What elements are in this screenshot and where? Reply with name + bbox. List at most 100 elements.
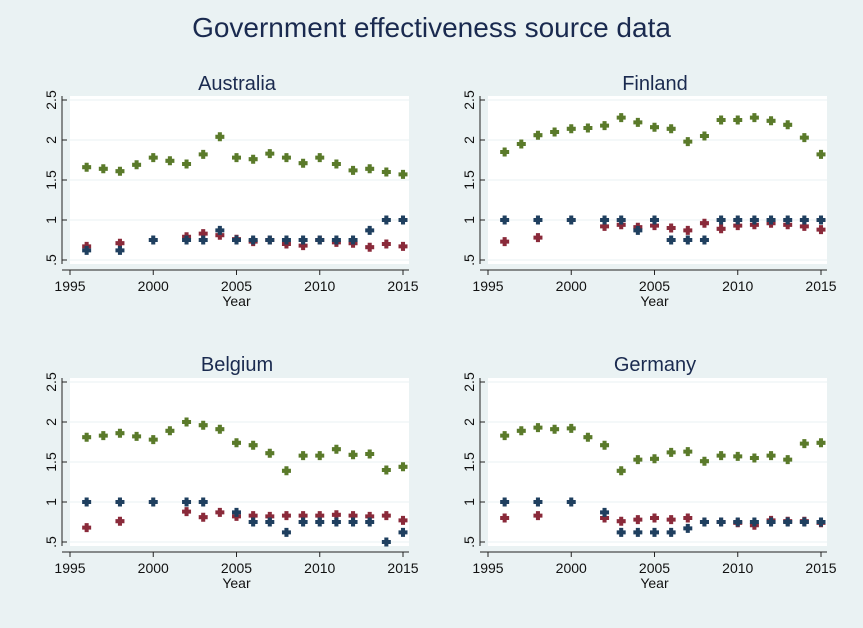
data-point (298, 241, 308, 251)
data-point (98, 164, 108, 174)
data-point (816, 517, 826, 527)
data-point (398, 515, 408, 525)
data-point (566, 215, 576, 225)
data-point (749, 215, 759, 225)
data-point (799, 517, 809, 527)
data-point (616, 466, 626, 476)
data-point (315, 153, 325, 163)
data-point (281, 466, 291, 476)
data-point (82, 432, 92, 442)
data-point (799, 215, 809, 225)
y-tick-label: 2 (461, 136, 477, 144)
data-point (82, 523, 92, 533)
data-point (600, 513, 610, 523)
data-point (182, 507, 192, 517)
data-point (198, 229, 208, 239)
data-point (500, 431, 510, 441)
data-point (381, 239, 391, 249)
data-point (650, 221, 659, 231)
data-point (232, 438, 241, 448)
data-point (82, 245, 92, 255)
data-point (783, 455, 793, 465)
y-tick-label: 1 (43, 216, 59, 224)
data-point (600, 440, 610, 450)
data-point (783, 220, 793, 230)
data-point (666, 235, 676, 245)
data-point (398, 215, 408, 225)
data-point (182, 235, 192, 245)
data-point (600, 215, 610, 225)
data-point (398, 241, 408, 251)
x-tick-label: 2015 (805, 560, 836, 576)
x-tick-label: 2005 (639, 560, 670, 576)
data-point (248, 235, 258, 245)
data-point (666, 124, 676, 134)
data-point (533, 130, 543, 140)
data-point (165, 156, 175, 166)
data-point (733, 115, 743, 125)
panel-germany: Germany .5 1 1.5 2 2.5 1995 2000 2005 2010 2015 Yea… (461, 354, 837, 591)
data-point (232, 507, 241, 517)
data-point (215, 225, 225, 235)
data-point (500, 237, 510, 247)
data-point (198, 420, 208, 430)
x-tick-label: 2000 (138, 278, 169, 294)
y-tick-label: 1 (43, 498, 59, 506)
data-point (783, 120, 793, 130)
data-point (265, 235, 275, 245)
data-point (749, 517, 759, 527)
data-point (616, 215, 626, 225)
x-axis-title: Year (222, 293, 251, 309)
data-point (733, 517, 743, 527)
data-point (749, 220, 759, 230)
data-point (650, 527, 659, 537)
data-point (799, 133, 809, 143)
data-point (683, 523, 693, 533)
x-tick-label: 2015 (805, 278, 836, 294)
x-tick-label: 2000 (138, 560, 169, 576)
data-point (331, 444, 341, 454)
y-tick-label: 1.5 (43, 452, 59, 472)
data-point (348, 165, 358, 175)
data-point (566, 423, 576, 433)
data-point (331, 517, 341, 527)
x-tick-label: 1995 (54, 560, 85, 576)
data-point (281, 511, 291, 521)
data-point (583, 432, 593, 442)
y-tick-label: .5 (43, 254, 59, 266)
data-point (381, 465, 391, 475)
x-tick-label: 2005 (221, 560, 252, 576)
data-point (650, 513, 659, 523)
data-point (600, 507, 610, 517)
data-point (633, 527, 643, 537)
data-point (683, 137, 693, 147)
data-point (550, 424, 560, 434)
x-tick-label: 2010 (304, 278, 335, 294)
data-point (331, 159, 341, 169)
x-tick-label: 2010 (722, 560, 753, 576)
data-point (716, 451, 726, 461)
data-point (516, 139, 526, 149)
data-point (733, 451, 743, 461)
x-tick-label: 1995 (472, 278, 503, 294)
data-point (331, 510, 341, 520)
data-point (348, 517, 358, 527)
data-point (716, 115, 726, 125)
data-point (500, 147, 510, 157)
x-axis-title: Year (222, 575, 251, 591)
data-point (265, 149, 275, 159)
data-point (298, 517, 308, 527)
data-point (198, 512, 208, 522)
data-point (650, 454, 659, 464)
y-tick-label: 2.5 (43, 372, 59, 392)
data-point (816, 438, 826, 448)
y-tick-label: 2.5 (461, 372, 477, 392)
data-point (198, 149, 208, 159)
data-point (716, 517, 726, 527)
data-point (616, 527, 626, 537)
data-point (215, 424, 225, 434)
data-point (298, 158, 308, 168)
data-point (98, 431, 108, 441)
data-point (650, 122, 659, 132)
